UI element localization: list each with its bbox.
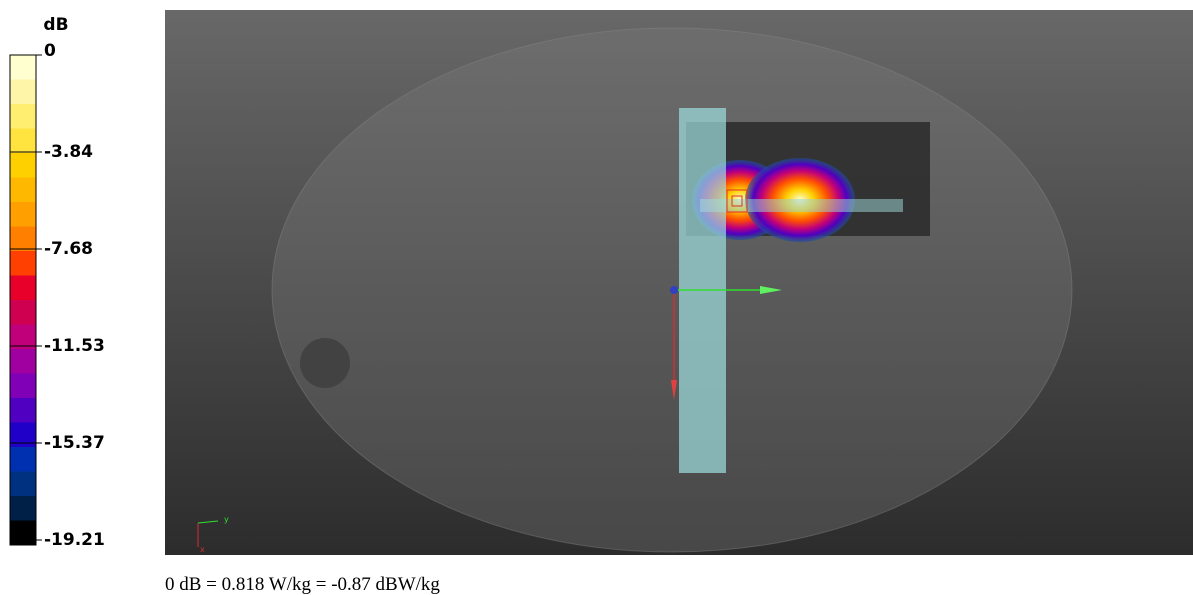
colorbar-unit: dB — [43, 15, 68, 35]
color-swatch — [10, 104, 36, 129]
peak-box — [726, 189, 748, 213]
mini-y-axis — [197, 520, 219, 524]
color-swatch — [10, 153, 36, 178]
mini-x-label: x — [200, 545, 205, 554]
color-swatch — [10, 128, 36, 154]
tick-label: -11.53 — [44, 336, 105, 356]
color-swatch — [10, 251, 36, 276]
colorbar — [9, 54, 42, 546]
y-arrow — [760, 286, 782, 294]
tick-label: -3.84 — [44, 142, 93, 162]
color-swatch — [10, 373, 36, 399]
antenna — [700, 199, 903, 212]
peak-box — [731, 195, 743, 207]
color-swatch — [10, 202, 36, 227]
tick-label: -15.37 — [44, 433, 105, 453]
color-swatch — [10, 447, 36, 472]
caption: 0 dB = 0.818 W/kg = -0.87 dBW/kg — [165, 574, 440, 595]
x-arrow — [671, 380, 677, 400]
color-swatch — [10, 398, 36, 423]
tick-label: -7.68 — [44, 239, 93, 259]
color-swatch — [10, 349, 36, 374]
color-swatch — [10, 422, 36, 448]
color-swatch — [10, 520, 36, 546]
origin — [670, 286, 678, 294]
tick-label: 0 — [44, 41, 56, 61]
tick-label: -19.21 — [44, 530, 105, 550]
color-swatch — [10, 55, 36, 80]
3d-view: y x — [165, 10, 1193, 555]
color-swatch — [10, 275, 36, 301]
color-swatch — [10, 300, 36, 325]
mini-y-label: y — [224, 515, 229, 524]
color-swatch — [10, 324, 36, 350]
color-swatch — [10, 471, 36, 497]
color-swatch — [10, 226, 36, 252]
color-swatch — [10, 496, 36, 521]
color-swatch — [10, 177, 36, 203]
color-swatch — [10, 79, 36, 105]
marker-hole — [300, 338, 350, 388]
